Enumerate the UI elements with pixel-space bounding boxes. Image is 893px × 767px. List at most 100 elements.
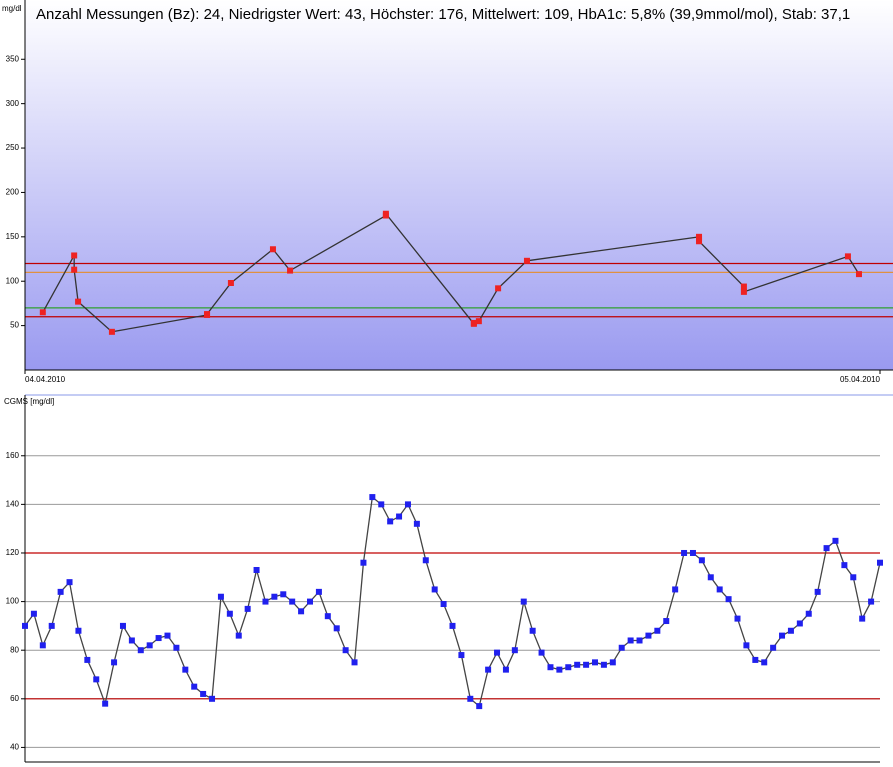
data-point	[378, 501, 385, 508]
data-point	[672, 586, 679, 593]
data-point	[280, 591, 287, 598]
data-point	[71, 252, 78, 259]
y-tick-label: 300	[6, 99, 20, 108]
data-point	[654, 627, 661, 634]
chart-title: Anzahl Messungen (Bz): 24, Niedrigster W…	[36, 6, 850, 23]
data-point	[592, 659, 598, 666]
data-point	[609, 659, 616, 666]
data-point	[93, 676, 100, 683]
data-point	[422, 557, 429, 564]
data-point	[523, 257, 530, 264]
data-point	[298, 608, 305, 615]
y-tick-label: 140	[6, 499, 20, 508]
data-point	[227, 279, 234, 286]
data-point	[841, 562, 848, 569]
data-point	[743, 642, 750, 649]
data-point	[146, 642, 153, 649]
data-point	[22, 622, 28, 629]
y-tick-label: 150	[6, 232, 20, 241]
data-point	[315, 588, 322, 595]
data-point	[740, 288, 747, 295]
data-point	[770, 644, 777, 651]
data-point	[48, 622, 55, 629]
data-point	[200, 690, 207, 697]
data-point	[844, 253, 851, 260]
data-point	[663, 618, 670, 625]
data-point	[696, 238, 703, 245]
y-axis-label: CGMS [mg/dl]	[4, 397, 54, 406]
data-point	[204, 311, 211, 318]
data-point	[235, 632, 242, 639]
data-point	[111, 659, 118, 666]
data-point	[57, 588, 64, 595]
data-point	[387, 518, 394, 525]
y-tick-label: 100	[6, 597, 20, 606]
data-point	[287, 267, 294, 274]
data-point	[324, 613, 331, 620]
data-point	[39, 642, 46, 649]
data-point	[289, 598, 296, 605]
data-point	[66, 579, 73, 586]
data-point	[30, 610, 37, 617]
data-point	[600, 661, 607, 668]
data-point	[716, 586, 723, 593]
data-point	[859, 615, 866, 622]
data-point	[71, 266, 78, 273]
data-point	[698, 557, 705, 564]
data-point	[529, 627, 536, 634]
data-point	[404, 501, 411, 508]
data-point	[877, 559, 883, 566]
data-point	[351, 659, 358, 666]
data-point	[307, 598, 313, 605]
data-point	[796, 620, 803, 627]
data-point	[182, 666, 189, 673]
y-tick-label: 60	[10, 694, 19, 703]
data-point	[108, 328, 115, 335]
data-point	[681, 549, 688, 556]
data-point	[342, 647, 349, 654]
y-tick-label: 250	[6, 143, 20, 152]
data-point	[725, 596, 732, 603]
data-point	[217, 593, 224, 600]
data-point	[779, 632, 786, 639]
data-point	[565, 664, 572, 671]
data-point	[262, 598, 269, 605]
data-point	[475, 318, 482, 325]
data-point	[244, 605, 251, 612]
data-point	[740, 283, 747, 290]
data-point	[494, 649, 501, 656]
data-point	[832, 537, 839, 544]
data-point	[850, 574, 857, 581]
data-point	[382, 210, 389, 217]
data-point	[636, 637, 643, 644]
data-point	[752, 656, 759, 663]
data-point	[128, 637, 135, 644]
data-point	[84, 656, 91, 663]
data-point	[164, 632, 171, 639]
data-point	[191, 683, 198, 690]
data-point	[209, 695, 216, 702]
data-point	[485, 666, 492, 673]
y-tick-label: 40	[10, 743, 19, 752]
data-point	[269, 246, 276, 253]
data-point	[627, 637, 634, 644]
data-point	[253, 566, 260, 573]
data-point	[707, 574, 714, 581]
data-point	[787, 627, 794, 634]
y-tick-label: 50	[10, 321, 19, 330]
data-point	[333, 625, 340, 632]
data-point	[814, 588, 821, 595]
y-axis-label: mg/dl	[2, 4, 22, 13]
data-point	[431, 586, 438, 593]
data-point	[458, 652, 465, 659]
data-point	[470, 319, 477, 326]
data-point	[476, 703, 483, 710]
data-point	[440, 601, 447, 608]
data-point	[520, 598, 527, 605]
data-point	[583, 661, 590, 668]
data-point	[467, 695, 474, 702]
data-point	[119, 622, 126, 629]
data-point	[396, 513, 403, 520]
data-point	[855, 271, 862, 278]
